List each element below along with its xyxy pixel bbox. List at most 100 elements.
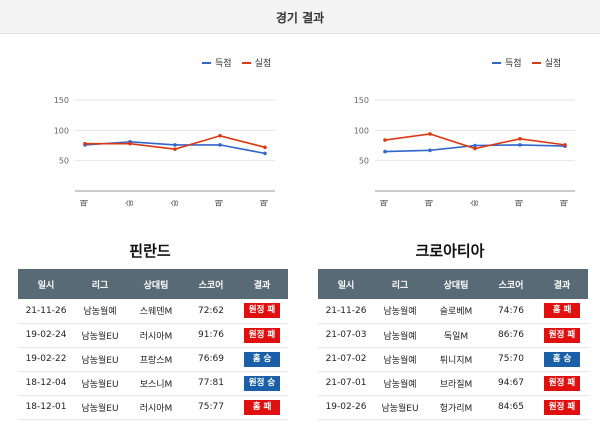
cell-result: 홈 승 (536, 347, 588, 372)
legend-conceded: 실점 (241, 56, 272, 69)
chart-finland: 득점 실점 50 100 150 패 승 승 패 패 (0, 40, 300, 220)
data-point (173, 143, 177, 147)
column-header: 결과 (536, 269, 588, 299)
cell-opponent: 러시아M (126, 395, 186, 420)
page-title: 경기 결과 (275, 11, 325, 25)
result-badge: 원정 패 (544, 399, 580, 415)
y-tick-label: 150 (54, 96, 69, 105)
table-header-row: 일시 리그 상대팀 스코어 결과 (18, 269, 288, 299)
legend-conceded-label: 실점 (254, 59, 272, 69)
cell-date: 21-07-02 (318, 347, 374, 372)
legend-scored-swatch (492, 61, 501, 64)
cell-league: 남농월예 (374, 299, 426, 324)
cell-opponent: 튀니지M (426, 347, 486, 372)
cell-score: 84:65 (486, 395, 536, 420)
legend-scored-swatch (202, 61, 211, 64)
result-badge: 홈 승 (544, 351, 580, 367)
table-row: 21-07-02 남농월예 튀니지M 75:70 홈 승 (318, 347, 588, 372)
cell-opponent: 브라질M (426, 371, 486, 396)
data-point (173, 147, 177, 151)
table-row: 19-02-22 남농월EU 프랑스M 76:69 홈 승 (18, 347, 288, 372)
column-header: 스코어 (186, 269, 236, 299)
data-point (263, 151, 267, 156)
cell-score: 75:77 (186, 395, 236, 420)
data-point (473, 146, 477, 151)
cell-opponent: 러시아M (126, 323, 186, 348)
cell-league: 남농월EU (74, 347, 126, 372)
result-badge: 홈 승 (244, 351, 280, 367)
y-tick-label: 100 (354, 126, 369, 135)
team-name-croatia: 크로아티아 (415, 242, 485, 260)
data-point (518, 137, 522, 141)
legend-conceded-swatch (531, 61, 541, 64)
chart-legend: 득점 실점 (192, 56, 271, 69)
cell-opponent: 보스니M (126, 371, 186, 396)
cell-score: 77:81 (186, 371, 236, 396)
line-chart-svg: 50 100 150 패 패 승 패 패 (354, 96, 575, 207)
table-header-row: 일시 리그 상대팀 스코어 결과 (318, 269, 588, 299)
cell-league: 남농월EU (74, 395, 126, 420)
cell-result: 원정 패 (236, 299, 288, 324)
results-header: 경기 결과 (0, 0, 600, 34)
legend-conceded-swatch (241, 61, 251, 64)
cell-league: 남농월EU (374, 395, 426, 420)
cell-result: 홈 패 (536, 299, 588, 324)
x-tick-label: 패 (424, 199, 434, 206)
legend-scored-label: 득점 (215, 59, 232, 69)
table-row: 21-07-03 남농월예 독일M 86:76 원정 패 (318, 323, 588, 348)
cell-result: 원정 승 (236, 371, 288, 396)
cell-opponent: 프랑스M (126, 347, 186, 372)
cell-result: 원정 패 (536, 323, 588, 348)
cell-score: 94:67 (486, 371, 536, 396)
cell-date: 19-02-24 (18, 323, 74, 348)
cell-date: 18-12-01 (18, 395, 74, 420)
column-header: 상대팀 (126, 269, 186, 299)
column-header: 일시 (318, 269, 374, 299)
x-tick-label: 패 (79, 199, 89, 206)
cell-result: 홈 패 (236, 395, 288, 420)
table-row: 19-02-26 남농월EU 헝가리M 84:65 원정 패 (318, 395, 588, 420)
cell-league: 남농월예 (74, 299, 126, 324)
y-tick-label: 150 (354, 96, 369, 105)
data-point (473, 143, 477, 148)
table-row: 21-11-26 남농월예 스웨덴M 72:62 원정 패 (18, 299, 288, 324)
cell-date: 21-07-01 (318, 371, 374, 396)
table-row: 18-12-01 남농월EU 러시아M 75:77 홈 패 (18, 395, 288, 420)
data-point (518, 143, 522, 147)
result-badge: 원정 패 (244, 327, 280, 343)
cell-score: 75:70 (486, 347, 536, 372)
result-badge: 원정 패 (244, 303, 280, 319)
data-point (383, 149, 387, 154)
results-table-croatia: 일시 리그 상대팀 스코어 결과 21-11-26 남농월예 슬로베M 74:76 홈 패 21-… (318, 269, 588, 420)
cell-opponent: 헝가리M (426, 395, 486, 420)
x-tick-label: 패 (559, 199, 569, 206)
y-tick-label: 50 (59, 157, 69, 166)
column-header: 결과 (236, 269, 288, 299)
column-header: 리그 (374, 269, 426, 299)
x-tick-label: 승 (470, 199, 479, 206)
cell-league: 남농월EU (74, 323, 126, 348)
cell-opponent: 스웨덴M (126, 299, 186, 324)
cell-score: 76:69 (186, 347, 236, 372)
cell-result: 원정 패 (536, 371, 588, 396)
cell-result: 원정 패 (236, 323, 288, 348)
table-row: 21-11-26 남농월예 슬로베M 74:76 홈 패 (318, 299, 588, 324)
cell-date: 21-07-03 (318, 323, 374, 348)
table-row: 21-07-01 남농월예 브라질M 94:67 원정 패 (318, 371, 588, 396)
data-point (218, 143, 222, 147)
cell-league: 남농월예 (374, 371, 426, 396)
result-badge: 원정 패 (544, 327, 580, 343)
cell-date: 18-12-04 (18, 371, 74, 396)
cell-opponent: 독일M (426, 323, 486, 348)
column-header: 상대팀 (426, 269, 486, 299)
x-tick-label: 패 (259, 199, 269, 206)
column-header: 일시 (18, 269, 74, 299)
column-header: 리그 (74, 269, 126, 299)
results-table-finland: 일시 리그 상대팀 스코어 결과 21-11-26 남농월예 스웨덴M 72:62 원정 패 19… (18, 269, 288, 420)
cell-date: 19-02-26 (318, 395, 374, 420)
chart-croatia: 득점 실점 50 100 150 패 패 승 패 패 (300, 40, 600, 220)
cell-result: 원정 패 (536, 395, 588, 420)
team-name-finland: 핀란드 (129, 242, 171, 260)
x-tick-label: 패 (379, 199, 389, 206)
cell-league: 남농월EU (74, 371, 126, 396)
